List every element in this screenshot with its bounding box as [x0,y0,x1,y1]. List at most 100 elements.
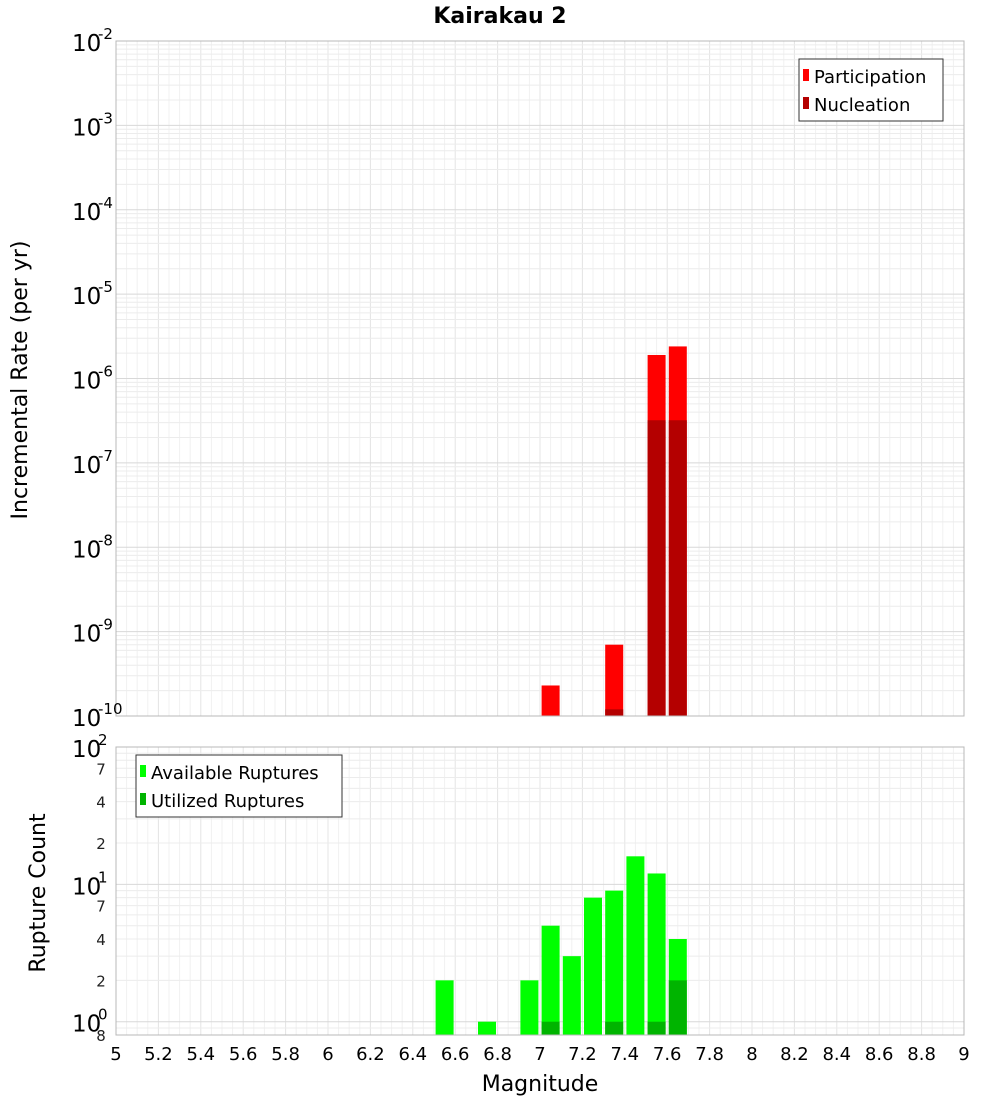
x-tick-label: 8 [746,1044,757,1065]
svg-text:10: 10 [72,706,101,732]
x-tick-label: 5.6 [229,1044,258,1065]
x-tick-label: 8.8 [907,1044,936,1065]
svg-text:0: 0 [98,1006,108,1024]
legend-box [798,58,944,122]
svg-text:10: 10 [72,874,101,900]
svg-text:-5: -5 [98,278,113,296]
x-tick-label: 6.4 [398,1044,427,1065]
y-minor-tick-label: 2 [96,835,106,853]
svg-text:10: 10 [72,622,101,648]
svg-text:10: 10 [72,737,101,763]
bar-available-ruptures [435,980,454,1035]
x-tick-label: 5.8 [271,1044,300,1065]
x-tick-label: 7.6 [653,1044,682,1065]
svg-text:10: 10 [72,284,101,310]
y-minor-tick-label: 7 [96,760,106,778]
y-tick-label: 10-5 [72,278,113,310]
participation-panel: 10-1010-910-810-710-610-510-410-310-2Par… [72,25,965,732]
chart-title: Kairakau 2 [433,4,566,29]
x-tick-label: 8.4 [822,1044,851,1065]
bar-participation [605,644,624,716]
legend-swatch [140,765,146,777]
bar-available-ruptures [584,897,602,1035]
bar-utilized-ruptures [668,980,687,1035]
x-tick-label: 8.2 [780,1044,809,1065]
bar-available-ruptures [520,980,539,1035]
legend-swatch [140,793,146,805]
svg-text:-3: -3 [98,109,113,127]
legend-box [135,754,343,818]
x-tick-label: 8.6 [865,1044,894,1065]
bar-participation [541,685,560,716]
x-tick-label: 7.4 [610,1044,639,1065]
svg-text:1: 1 [98,868,108,886]
y-minor-tick-label: 8 [96,1027,106,1045]
bar-available-ruptures [478,1021,496,1035]
bar-nucleation [668,420,687,716]
x-tick-labels: 5 5.2 5.4 5.6 5.8 6 6.2 6.4 6.6 6.8 7 7.2 7.4 7.6 7.8 8… [110,1044,969,1065]
y-minor-tick-label: 7 [96,898,106,916]
x-tick-label: 6 [322,1044,333,1065]
x-tick-label: 5.4 [186,1044,215,1065]
y-tick-label: 10-10 [72,700,123,732]
svg-text:10: 10 [72,1012,101,1038]
bar-nucleation [647,420,666,716]
legend-swatch [803,69,809,81]
svg-text:10: 10 [72,31,101,57]
y-tick-label: 10-4 [72,194,113,226]
plot-frame [115,40,965,717]
y-minor-tick-label: 4 [96,931,106,949]
bar-utilized-ruptures [541,1021,560,1035]
bar-utilized-ruptures [605,1021,624,1035]
svg-text:-10: -10 [98,700,123,718]
x-tick-label: 7.8 [695,1044,724,1065]
legend-swatch [803,97,809,109]
x-tick-label: 7 [534,1044,545,1065]
x-tick-label: 7.2 [568,1044,597,1065]
y-tick-label: 10-8 [72,531,113,563]
count-axis-label: Rupture Count [26,813,51,973]
bar-nucleation [605,709,624,716]
svg-text:10: 10 [72,537,101,563]
y-tick-label: 10-2 [72,25,113,57]
bar-utilized-ruptures [647,1021,666,1035]
bar-available-ruptures [647,873,666,1035]
rate-axis-label: Incremental Rate (per yr) [8,241,33,520]
bar-available-ruptures [605,890,624,1035]
y-tick-label: 10-3 [72,109,113,141]
legend: Participation Nucleation [798,58,944,122]
magnitude-axis-label: Magnitude [482,1072,599,1097]
y-tick-label: 101 [72,868,108,900]
x-tick-label: 6.2 [356,1044,385,1065]
x-tick-label: 5.2 [144,1044,173,1065]
svg-text:-8: -8 [98,531,113,549]
bar-available-ruptures [541,925,560,1035]
legend-entry: Available Ruptures [151,763,319,784]
plot-frame [115,746,965,1036]
y-minor-tick-label: 4 [96,794,106,812]
svg-text:10: 10 [72,453,101,479]
svg-text:10: 10 [72,115,101,141]
x-tick-label: 5 [110,1044,121,1065]
svg-text:2: 2 [98,731,108,749]
x-tick-label: 9 [958,1044,969,1065]
svg-text:10: 10 [72,200,101,226]
y-tick-label: 10-9 [72,616,113,648]
svg-text:-6: -6 [98,363,113,381]
svg-text:10: 10 [72,369,101,395]
svg-text:-7: -7 [98,447,113,465]
y-tick-label: 100 [72,1006,108,1038]
bar-available-ruptures [626,856,645,1035]
y-tick-label: 10-6 [72,363,113,395]
svg-text:-4: -4 [98,194,113,212]
bar-available-ruptures [562,956,581,1035]
x-tick-label: 6.6 [441,1044,470,1065]
legend: Available Ruptures Utilized Ruptures [135,754,343,818]
legend-entry: Utilized Ruptures [151,791,304,812]
legend-entry: Participation [814,67,926,88]
y-minor-tick-label: 2 [96,972,106,990]
svg-text:-9: -9 [98,616,113,634]
y-tick-label: 102 [72,731,108,763]
